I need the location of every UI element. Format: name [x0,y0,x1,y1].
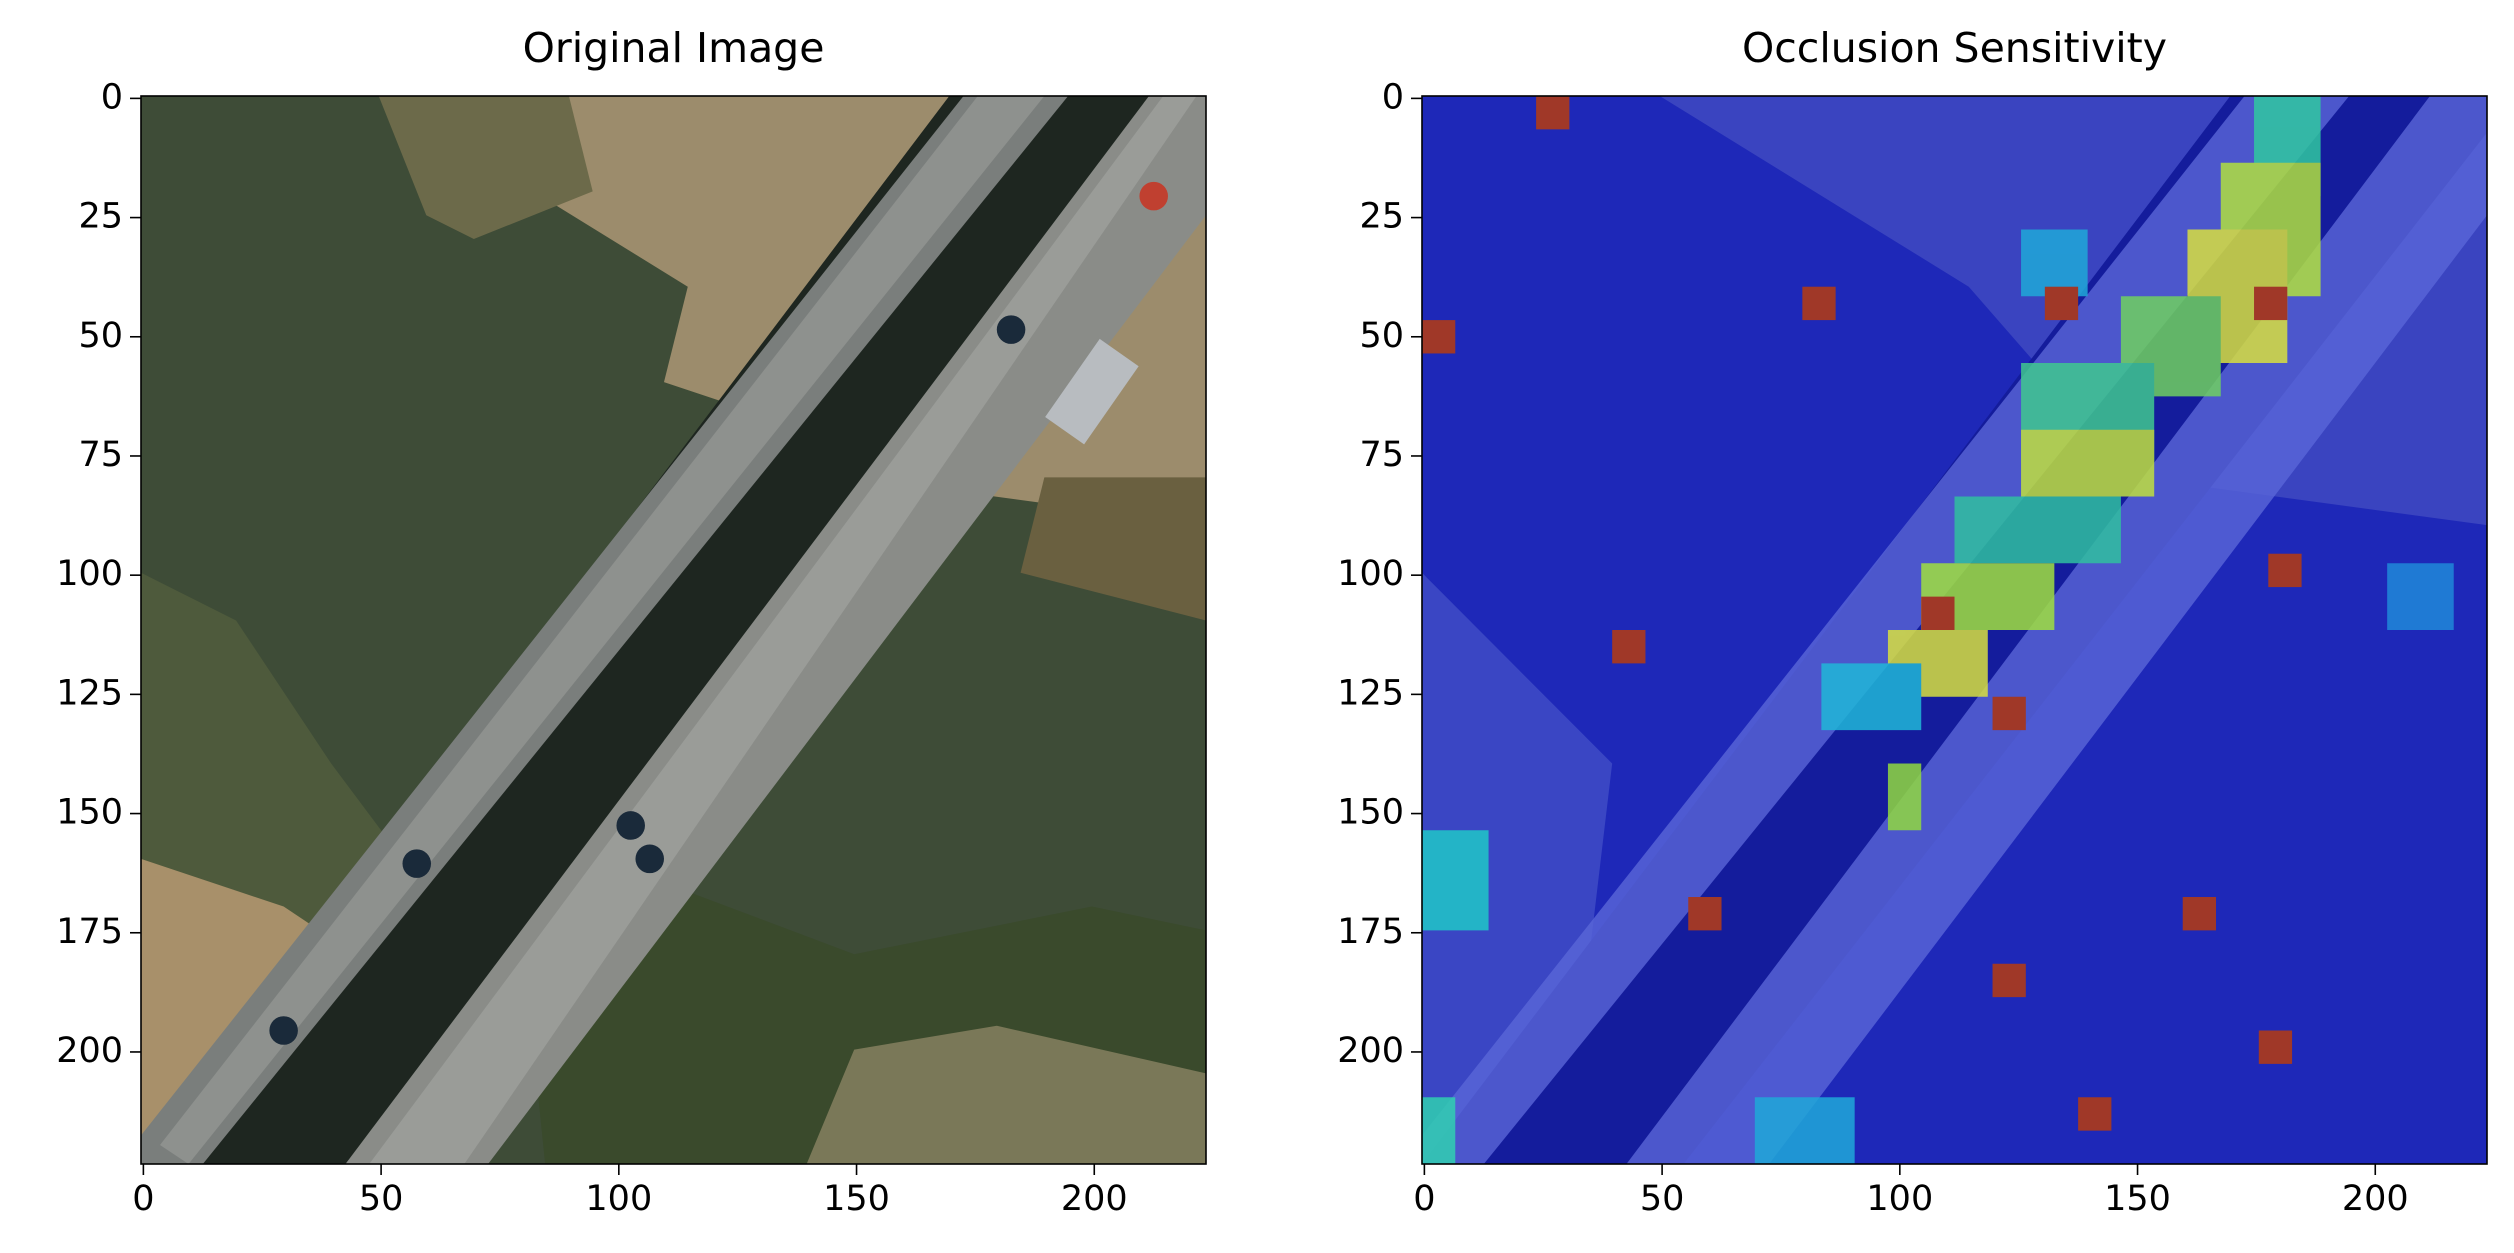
y-tick-label: 100 [1337,554,1404,594]
x-tick-label: 200 [2342,1179,2409,1219]
y-tick-label: 25 [78,197,123,237]
y-tick-label: 75 [78,435,123,475]
panel-title: Original Image [523,24,825,72]
y-tick-label: 175 [1337,912,1404,952]
y-tick-label: 75 [1359,435,1404,475]
y-tick-label: 0 [1382,77,1404,117]
x-tick-label: 50 [359,1179,404,1219]
y-tick-label: 175 [56,912,123,952]
x-tick-label: 150 [823,1179,890,1219]
x-tick-label: 100 [585,1179,652,1219]
x-tick-label: 100 [1866,1179,1933,1219]
x-tick-label: 0 [1413,1179,1435,1219]
y-tick-label: 100 [56,554,123,594]
y-tick-label: 200 [56,1031,123,1071]
y-tick-label: 150 [56,793,123,833]
x-tick-label: 0 [132,1179,154,1219]
aerial-image [141,96,1207,1165]
axes-frame [1421,95,2488,1165]
y-tick-label: 50 [78,316,123,356]
y-tick-label: 200 [1337,1031,1404,1071]
y-tick-label: 125 [1337,673,1404,713]
sensitivity-map [1422,96,2488,1165]
y-tick-label: 50 [1359,316,1404,356]
y-tick-label: 125 [56,673,123,713]
panel-title: Occlusion Sensitivity [1742,24,2167,72]
x-tick-label: 200 [1061,1179,1128,1219]
y-tick-label: 150 [1337,793,1404,833]
x-tick-label: 150 [2104,1179,2171,1219]
y-tick-label: 25 [1359,197,1404,237]
y-tick-label: 0 [101,77,123,117]
axes-frame [140,95,1207,1165]
x-tick-label: 50 [1640,1179,1685,1219]
